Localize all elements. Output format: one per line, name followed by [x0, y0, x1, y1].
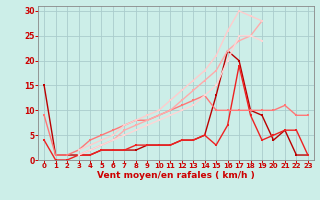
- X-axis label: Vent moyen/en rafales ( km/h ): Vent moyen/en rafales ( km/h ): [97, 171, 255, 180]
